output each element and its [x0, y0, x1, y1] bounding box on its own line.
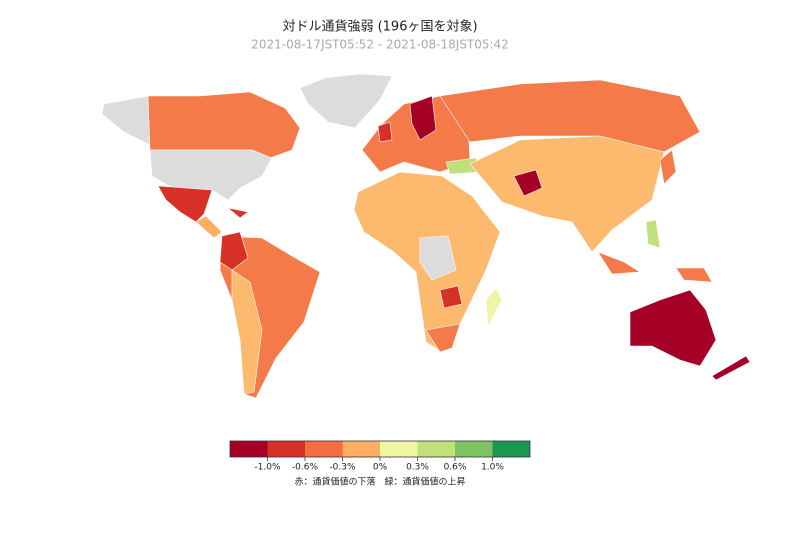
legend-swatch	[380, 441, 418, 457]
mexico	[157, 185, 213, 223]
legend-tick-label: 0.3%	[406, 463, 429, 473]
afghanistan	[513, 169, 543, 197]
central-africa	[419, 235, 457, 281]
legend-swatch	[305, 441, 343, 457]
madagascar	[485, 287, 503, 328]
australia	[629, 289, 717, 367]
world-map	[101, 73, 751, 399]
title: 対ドル通貨強弱 (196ヶ国を対象)	[282, 19, 477, 35]
legend-swatch	[342, 441, 380, 457]
uk	[377, 121, 393, 143]
legend-tick-label: -0.3%	[329, 463, 356, 473]
legend-swatch	[492, 441, 530, 457]
legend-tick-label: 0%	[373, 463, 388, 473]
legend-swatch	[230, 441, 268, 457]
andes	[231, 269, 263, 395]
philippines	[645, 219, 661, 249]
new-guinea	[675, 267, 713, 283]
southeast-asia	[597, 251, 641, 275]
legend-tick-label: -1.0%	[254, 463, 281, 473]
legend-swatch	[417, 441, 455, 457]
legend-swatch	[267, 441, 305, 457]
south-africa	[425, 323, 461, 353]
legend-tick-label: 1.0%	[481, 463, 504, 473]
zimbabwe	[439, 285, 463, 309]
legend-swatch	[455, 441, 493, 457]
greenland	[299, 73, 393, 129]
legend-tick-label: 0.6%	[444, 463, 467, 473]
legend-tick-label: -0.6%	[292, 463, 319, 473]
alaska	[101, 95, 153, 147]
canada	[147, 91, 301, 159]
legend-note: 赤：通貨価値の下落 緑：通貨価値の上昇	[294, 476, 465, 488]
central-america	[195, 215, 223, 239]
scandinavia	[409, 95, 437, 141]
new-zealand	[711, 355, 751, 381]
subtitle: 2021-08-17JST05:52 - 2021-08-18JST05:42	[251, 38, 509, 52]
colombia	[219, 231, 249, 271]
caribbean	[227, 207, 249, 219]
japan	[659, 149, 677, 185]
russia	[439, 79, 701, 153]
asia	[469, 135, 665, 253]
legend: 赤：通貨価値の下落 緑：通貨価値の上昇 -1.0% -0.6% -0.3% 0% 0.3…	[229, 440, 531, 488]
